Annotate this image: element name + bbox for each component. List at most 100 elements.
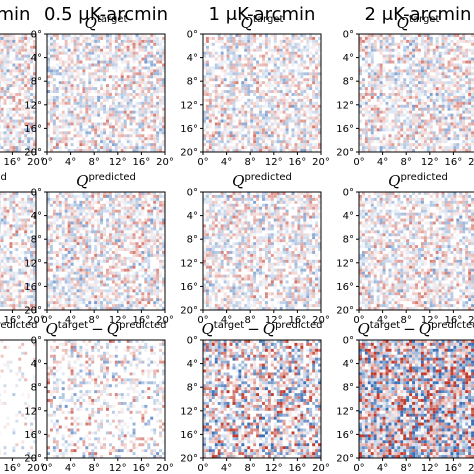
map-pixel: [100, 34, 104, 37]
map-pixel: [12, 218, 16, 222]
map-pixel: [211, 107, 215, 111]
map-pixel: [114, 143, 118, 147]
map-pixel: [97, 110, 101, 114]
map-pixel: [214, 66, 218, 70]
map-pixel: [3, 63, 7, 67]
map-pixel: [456, 122, 460, 126]
map-pixel: [468, 78, 472, 82]
map-pixel: [220, 45, 224, 49]
map-pixel: [288, 42, 292, 46]
map-pixel: [285, 146, 289, 150]
map-pixel: [259, 134, 262, 138]
map-pixel: [447, 63, 451, 67]
map-pixel: [76, 72, 80, 76]
map-pixel: [61, 104, 65, 108]
map-pixel: [459, 36, 463, 40]
map-pixel: [132, 60, 136, 64]
map-pixel: [205, 87, 209, 91]
map-pixel: [406, 66, 410, 70]
map-pixel: [315, 128, 319, 132]
map-pixel: [27, 54, 31, 58]
map-pixel: [123, 110, 127, 114]
map-pixel: [126, 66, 130, 70]
map-pixel: [88, 95, 92, 99]
map-pixel: [94, 75, 98, 79]
map-pixel: [468, 66, 472, 70]
map-pixel: [429, 119, 433, 123]
map-pixel: [76, 84, 80, 88]
map-pixel: [471, 134, 474, 138]
map-pixel: [247, 36, 251, 40]
map-pixel: [406, 93, 410, 96]
map-pixel: [412, 104, 416, 108]
map-pixel: [30, 137, 34, 141]
map-pixel: [123, 98, 127, 102]
map-pixel: [9, 45, 13, 49]
map-pixel: [306, 116, 310, 120]
map-pixel: [309, 131, 313, 135]
map-pixel: [159, 81, 163, 85]
map-pixel: [73, 87, 77, 91]
map-pixel: [282, 34, 286, 37]
map-pixel: [359, 137, 362, 141]
map-pixel: [117, 116, 121, 120]
map-pixel: [0, 224, 1, 228]
map-pixel: [49, 101, 53, 105]
map-pixel: [367, 84, 371, 88]
map-pixel: [382, 122, 386, 126]
map-pixel: [15, 122, 19, 126]
map-pixel: [420, 42, 424, 46]
map-pixel: [18, 87, 22, 91]
map-pixel: [318, 42, 321, 46]
map-pixel: [432, 81, 436, 85]
map-pixel: [27, 143, 31, 147]
map-pixel: [156, 104, 160, 108]
map-pixel: [270, 104, 274, 108]
map-pixel: [270, 122, 274, 126]
map-pixel: [132, 78, 136, 82]
map-pixel: [465, 143, 469, 147]
map-pixel: [309, 57, 313, 61]
map-pixel: [3, 206, 7, 210]
map-pixel: [468, 36, 472, 40]
map-pixel: [64, 36, 68, 40]
map-pixel: [33, 215, 36, 219]
map-pixel: [94, 39, 98, 43]
map-pixel: [67, 60, 71, 64]
map-pixel: [276, 66, 280, 70]
map-pixel: [471, 119, 474, 123]
map-pixel: [21, 78, 25, 82]
map-pixel: [379, 110, 383, 114]
map-pixel: [376, 131, 380, 135]
map-pixel: [159, 60, 163, 64]
map-pixel: [205, 140, 209, 144]
map-pixel: [21, 107, 25, 111]
map-pixel: [82, 34, 86, 37]
map-pixel: [159, 122, 163, 126]
map-pixel: [214, 101, 218, 105]
map-pixel: [100, 122, 104, 126]
map-pixel: [211, 116, 215, 120]
map-pixel: [235, 48, 239, 52]
map-pixel: [21, 98, 25, 102]
map-pixel: [150, 54, 154, 58]
map-pixel: [120, 128, 124, 132]
map-pixel: [223, 113, 227, 117]
map-pixel: [73, 113, 77, 117]
map-pixel: [450, 69, 454, 73]
map-pixel: [82, 84, 86, 88]
map-pixel: [420, 81, 424, 85]
map-pixel: [303, 134, 307, 138]
map-pixel: [259, 104, 262, 108]
map-pixel: [3, 134, 7, 138]
map-pixel: [85, 42, 89, 46]
map-pixel: [235, 98, 239, 102]
map-pixel: [291, 39, 295, 43]
map-pixel: [364, 104, 368, 108]
map-pixel: [52, 122, 56, 126]
map-pixel: [30, 84, 34, 88]
map-pixel: [297, 42, 301, 46]
map-pixel: [259, 93, 262, 96]
map-pixel: [94, 146, 98, 150]
map-pixel: [238, 75, 242, 79]
